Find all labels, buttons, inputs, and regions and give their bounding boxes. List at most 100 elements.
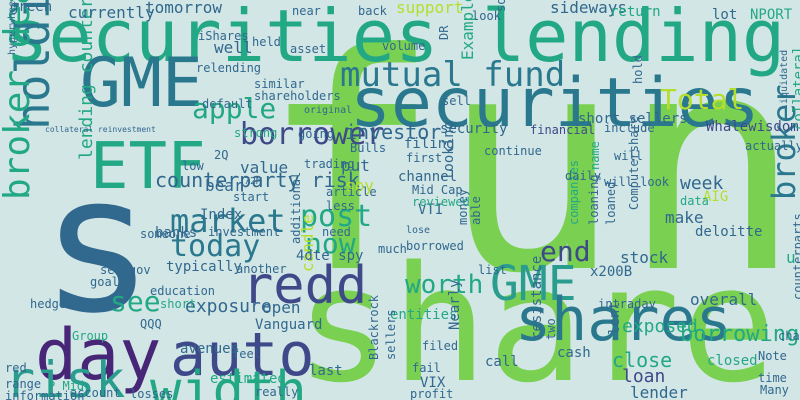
word: avenues: [180, 341, 240, 357]
word: collateral: [791, 45, 800, 130]
word: original: [304, 105, 353, 116]
word: put: [341, 156, 370, 175]
word: loan: [622, 366, 666, 387]
word: Bulls: [350, 141, 387, 155]
word: typically: [166, 259, 242, 275]
word: Note: [758, 349, 787, 363]
word: Total: [660, 83, 745, 116]
word: closed: [707, 353, 758, 369]
word: borrowing: [680, 322, 800, 347]
word: Computershare: [627, 116, 641, 210]
word: default: [202, 97, 253, 111]
word: trading: [304, 157, 355, 171]
word: make: [665, 208, 704, 227]
word: similar: [254, 77, 305, 91]
word: s: [40, 134, 155, 355]
word: really: [255, 385, 299, 399]
word: losses: [130, 387, 174, 400]
word: currently: [68, 3, 155, 22]
word: lending counterparty: [76, 0, 97, 160]
word: close: [612, 348, 673, 372]
word: financial: [530, 123, 596, 137]
word: counterparty risk: [155, 168, 360, 192]
word: overall: [690, 290, 758, 309]
word: first: [406, 151, 443, 165]
word: sellers: [384, 309, 398, 360]
word: call: [485, 354, 519, 370]
word: return: [610, 4, 661, 20]
word: time: [758, 371, 787, 385]
word: QQQ: [140, 317, 162, 331]
word: bear: [205, 176, 244, 195]
word: spy: [345, 176, 374, 195]
word: sell: [442, 94, 471, 108]
word: someone: [140, 227, 191, 241]
word: investment: [208, 225, 281, 239]
word: apple: [192, 92, 277, 125]
word: VTI: [418, 202, 444, 218]
word: channel: [398, 169, 458, 185]
word: support: [396, 0, 464, 17]
word: redd: [242, 256, 368, 316]
word: fund: [260, 0, 800, 339]
word: sideways: [550, 0, 628, 17]
word: worth: [405, 270, 484, 300]
word: education: [150, 284, 216, 298]
word: market: [170, 202, 286, 240]
word: Nearly: [447, 279, 463, 330]
word: estimated: [210, 371, 286, 387]
word: looking: [441, 120, 457, 180]
word: range: [5, 377, 42, 391]
word: collateral reinvestment: [45, 125, 156, 134]
word: filing: [404, 136, 455, 152]
word: P Mid: [48, 379, 85, 393]
word: mutual fund: [340, 55, 566, 95]
word: liquidated: [779, 49, 790, 110]
word: feel: [232, 347, 261, 361]
word: two: [544, 318, 558, 340]
word: ETF: [90, 130, 206, 204]
word: Blackrock: [367, 294, 381, 360]
word: day: [35, 314, 162, 396]
word: DR: [437, 25, 451, 40]
word: hedge: [30, 297, 67, 311]
word: near: [292, 4, 321, 18]
word: red: [5, 361, 27, 375]
word: share: [295, 231, 777, 400]
word: end: [540, 235, 591, 268]
word: VIX: [420, 375, 446, 391]
word: lose: [406, 225, 431, 236]
word: well: [214, 38, 253, 57]
word: information: [5, 389, 85, 400]
word: Whalewisdom: [706, 119, 799, 135]
word: deloitte: [695, 224, 763, 240]
word: GME: [490, 256, 577, 312]
word: another: [236, 262, 287, 276]
word: need: [322, 225, 351, 239]
word: entities: [390, 307, 458, 323]
word: shares: [515, 285, 732, 355]
word: back: [358, 4, 387, 18]
word: profit: [410, 387, 454, 400]
word: list: [478, 263, 507, 277]
word: reviewed: [412, 195, 470, 209]
word: week: [680, 173, 724, 194]
word: borrowed: [406, 239, 464, 253]
word: value: [240, 158, 289, 177]
word: relending: [196, 61, 262, 75]
word: NPORT P: [750, 7, 800, 23]
word: will: [614, 149, 643, 163]
word: banks: [155, 225, 198, 241]
word: resistance: [529, 255, 545, 340]
word: Mid Cap: [412, 183, 463, 197]
word: broker dealer: [0, 0, 38, 200]
word: data: [680, 194, 709, 208]
word: lot: [712, 7, 738, 23]
word: going: [298, 127, 335, 141]
word: actually: [745, 139, 800, 153]
word: 2Q: [214, 148, 229, 162]
word: stock: [620, 248, 669, 267]
word: strong: [234, 126, 278, 140]
word: less: [326, 199, 355, 213]
